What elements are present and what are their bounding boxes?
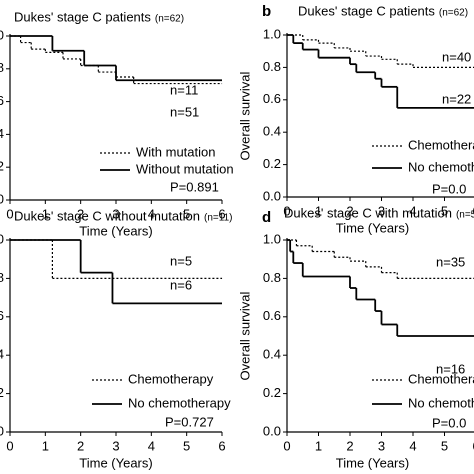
y-tick-label: 0.2: [263, 385, 281, 400]
x-tick-label: 1: [315, 203, 322, 218]
y-tick-label: 0.6: [0, 308, 4, 323]
y-tick-label: 0.6: [0, 93, 4, 108]
x-tick-label: 2: [346, 438, 353, 453]
x-tick-label: 1: [42, 206, 49, 221]
legend-label: Without mutation: [136, 161, 234, 176]
x-tick-label: 3: [112, 438, 119, 453]
chart-subtitle: (n=62): [439, 8, 468, 19]
x-axis-label: Time (Years): [79, 455, 152, 470]
y-tick-label: 0.0: [263, 423, 281, 438]
x-tick-label: 4: [148, 206, 155, 221]
n-annotation: n=35: [436, 254, 465, 269]
x-axis-label: Time (Years): [336, 220, 409, 235]
y-tick-label: 0.8: [0, 60, 4, 75]
x-tick-label: 5: [183, 206, 190, 221]
x-tick-label: 6: [472, 438, 474, 453]
y-tick-label: 0.8: [263, 59, 281, 74]
x-axis-label: Time (Years): [336, 455, 409, 470]
x-tick-label: 5: [183, 438, 190, 453]
x-tick-label: 0: [6, 206, 13, 221]
legend-label: No chemotherapy: [408, 395, 474, 410]
y-tick-label: 1.0: [263, 231, 281, 246]
x-tick-label: 6: [218, 206, 225, 221]
x-tick-label: 2: [77, 438, 84, 453]
y-tick-label: 0.6: [263, 91, 281, 106]
x-tick-label: 0: [283, 438, 290, 453]
chart-subtitle: (n=11): [204, 213, 232, 224]
y-tick-label: 1.0: [0, 27, 4, 42]
chart-title: Dukes' stage C patients: [298, 3, 435, 18]
x-tick-label: 4: [409, 203, 416, 218]
n-annotation: n=11: [170, 82, 198, 97]
x-tick-label: 6: [218, 438, 225, 453]
n-annotation: n=6: [170, 277, 192, 292]
y-tick-label: 0.2: [263, 156, 281, 171]
p-value: P=0.891: [170, 179, 219, 194]
panel-label: b: [262, 3, 271, 20]
panel-label: d: [262, 209, 271, 226]
x-tick-label: 1: [42, 438, 49, 453]
y-tick-label: 1.0: [0, 231, 4, 246]
legend-label: No chemotherapy: [408, 159, 474, 174]
p-value: P=0.0: [432, 415, 466, 430]
chart-title: Dukes' stage C without mutation: [14, 208, 200, 223]
x-tick-label: 1: [315, 438, 322, 453]
y-axis-label: Overall survival: [237, 291, 252, 380]
legend-label: Chemotherapy: [408, 137, 474, 152]
chart-title: Dukes' stage C patients: [14, 9, 151, 24]
x-tick-label: 4: [148, 438, 155, 453]
x-tick-label: 6: [472, 203, 474, 218]
y-tick-label: 0.2: [0, 385, 4, 400]
x-tick-label: 5: [441, 438, 448, 453]
legend-label: Chemotherapy: [128, 371, 214, 386]
legend-label: With mutation: [136, 144, 215, 159]
chart-subtitle: (n=62): [155, 14, 184, 25]
y-tick-label: 0.0: [0, 191, 4, 206]
y-tick-label: 0.4: [0, 126, 4, 141]
y-tick-label: 0.0: [263, 188, 281, 203]
p-value: P=0.0: [432, 181, 466, 196]
n-annotation: n=40: [442, 49, 471, 64]
y-tick-label: 1.0: [263, 26, 281, 41]
x-tick-label: 0: [283, 203, 290, 218]
y-tick-label: 0.4: [263, 347, 281, 362]
n-annotation: n=51: [170, 104, 199, 119]
y-tick-label: 0.4: [263, 124, 281, 139]
y-tick-label: 0.2: [0, 159, 4, 174]
x-tick-label: 3: [378, 438, 385, 453]
y-tick-label: 0.4: [0, 347, 4, 362]
legend-label: No chemotherapy: [128, 395, 231, 410]
x-tick-label: 2: [77, 206, 84, 221]
y-tick-label: 0.6: [263, 308, 281, 323]
y-tick-label: 0.8: [0, 270, 4, 285]
n-annotation: n=5: [170, 253, 192, 268]
y-tick-label: 0.8: [263, 270, 281, 285]
x-tick-label: 4: [409, 438, 416, 453]
n-annotation: n=22: [442, 91, 471, 106]
x-tick-label: 3: [378, 203, 385, 218]
x-axis-label: Time (Years): [79, 223, 152, 238]
p-value: P=0.727: [165, 414, 214, 429]
x-tick-label: 0: [6, 438, 13, 453]
chart-subtitle: (n=51): [456, 210, 474, 221]
n-annotation: n=16: [436, 361, 465, 376]
legend-label: Chemotherapy: [408, 371, 474, 386]
x-tick-label: 2: [346, 203, 353, 218]
x-tick-label: 3: [112, 206, 119, 221]
x-tick-label: 5: [441, 203, 448, 218]
chart-title: Dukes' stage C with mutation: [284, 205, 452, 220]
y-axis-label: Overall survival: [237, 71, 252, 160]
y-tick-label: 0.0: [0, 423, 4, 438]
